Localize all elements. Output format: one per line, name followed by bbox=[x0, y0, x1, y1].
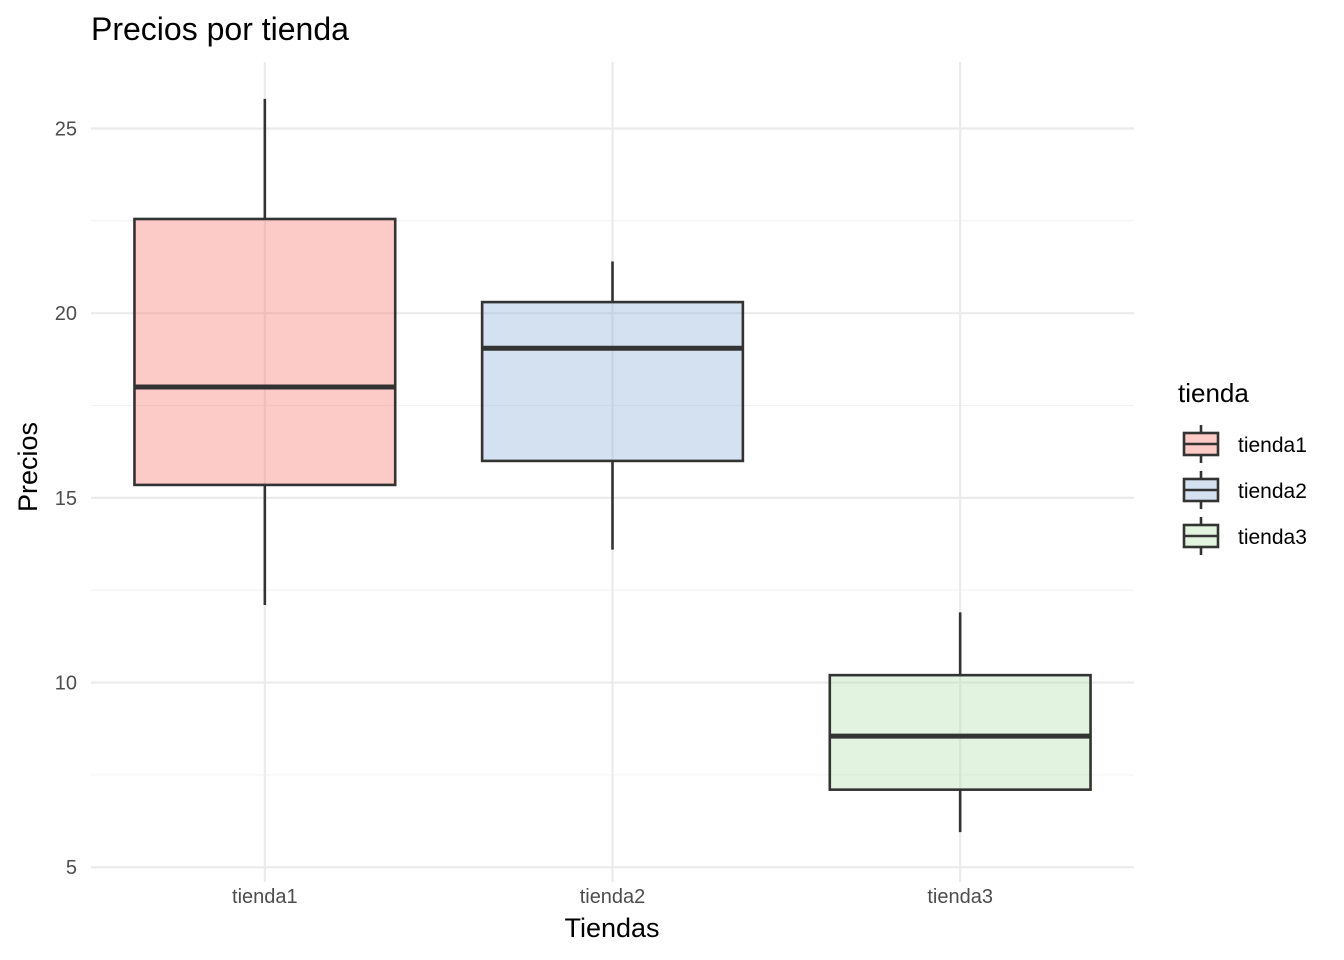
y-tick-label: 15 bbox=[55, 488, 77, 510]
legend-item-tienda2: tienda2 bbox=[1182, 471, 1307, 509]
chart-title: Precios por tienda bbox=[91, 11, 349, 47]
y-axis-title: Precios bbox=[13, 422, 43, 512]
y-tick-label: 25 bbox=[55, 118, 77, 140]
legend-item-tienda3: tienda3 bbox=[1182, 517, 1307, 555]
legend-label: tienda1 bbox=[1238, 434, 1307, 457]
box-iqr bbox=[828, 673, 1092, 791]
legend-title: tienda bbox=[1178, 378, 1249, 408]
x-axis-ticks: tienda1 tienda2 tienda3 bbox=[232, 886, 993, 908]
y-tick-label: 5 bbox=[66, 857, 77, 879]
legend-label: tienda3 bbox=[1238, 526, 1307, 549]
boxes bbox=[133, 98, 1092, 833]
legend-items: tienda1 tienda2 tienda3 bbox=[1182, 425, 1307, 555]
x-tick-label: tienda1 bbox=[232, 886, 298, 908]
legend-label: tienda2 bbox=[1238, 480, 1307, 503]
box-iqr bbox=[480, 300, 745, 463]
x-tick-label: tienda3 bbox=[927, 886, 993, 908]
y-tick-label: 20 bbox=[55, 303, 77, 325]
x-tick-label: tienda2 bbox=[580, 886, 646, 908]
legend-item-tienda1: tienda1 bbox=[1182, 425, 1307, 463]
y-axis-ticks: 5 10 15 20 25 bbox=[55, 118, 77, 879]
box-tienda2 bbox=[480, 261, 745, 550]
y-tick-label: 10 bbox=[55, 673, 77, 695]
box-tienda3 bbox=[828, 612, 1092, 833]
box-iqr bbox=[133, 217, 397, 487]
legend: tienda tienda1 tienda2 tienda3 bbox=[1178, 378, 1307, 555]
x-axis-title: Tiendas bbox=[564, 913, 659, 943]
box-tienda1 bbox=[133, 98, 397, 605]
